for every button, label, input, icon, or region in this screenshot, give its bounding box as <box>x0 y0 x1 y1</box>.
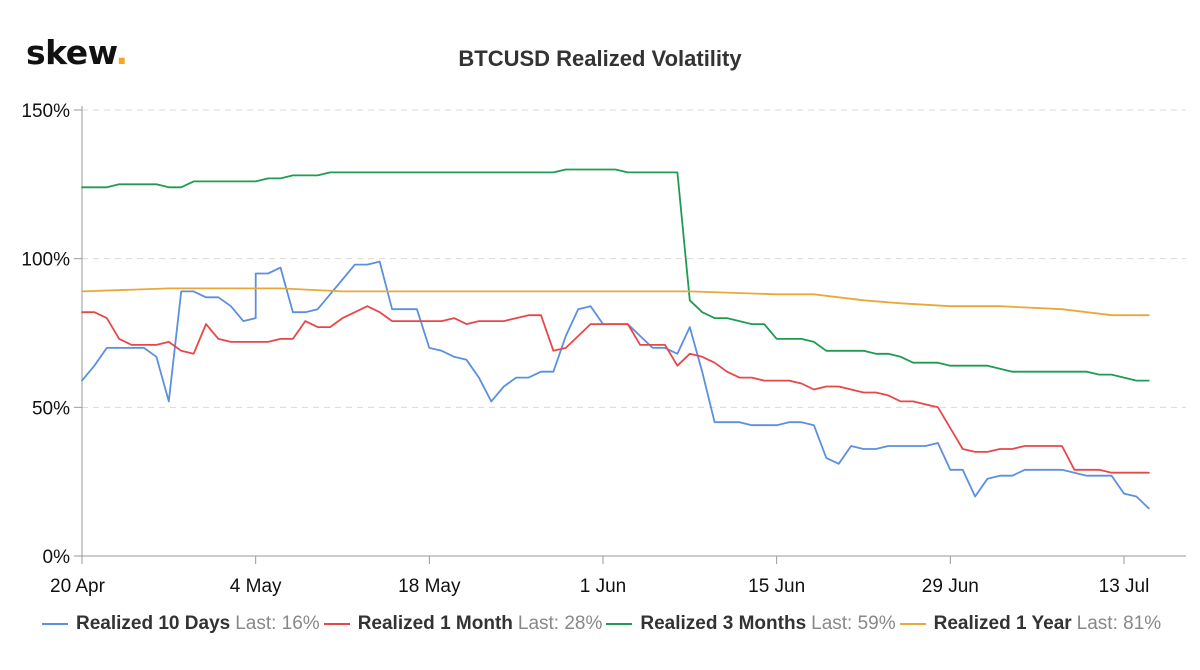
grid-layer <box>82 109 1186 408</box>
y-tick-label: 50% <box>32 398 70 419</box>
x-tick-label: 18 May <box>398 576 461 597</box>
series-layer <box>81 168 1150 510</box>
legend-item[interactable]: Realized 1 Month Last: 28% <box>323 613 607 635</box>
series-line-4 <box>81 287 1150 317</box>
x-tick-label: 1 Jun <box>580 576 626 597</box>
legend-swatch <box>899 623 926 625</box>
x-tick-label: 15 Jun <box>748 576 805 597</box>
axis-layer: 0% 50% 100% 150% 20 Apr 4 May 18 May 1 Jun 15 Ju… <box>21 101 1186 597</box>
y-tick-label: 0% <box>43 547 71 568</box>
legend-last-value: Last: 28% <box>517 613 603 634</box>
legend-series-name: Realized 1 Year <box>933 613 1072 634</box>
legend-swatch <box>606 623 633 625</box>
series-line-1 <box>81 260 1150 510</box>
x-tick-label: 29 Jun <box>922 576 979 597</box>
logo-text: skew <box>26 33 116 72</box>
legend-last-value: Last: 81% <box>1076 613 1162 634</box>
x-tick-label: 20 Apr <box>50 576 106 597</box>
legend-item[interactable]: Realized 10 Days Last: 16% <box>42 613 324 635</box>
skew-logo: skew. <box>26 36 128 69</box>
x-tick-label: 4 May <box>230 576 282 597</box>
legend-item[interactable]: Realized 3 Months Last: 59% <box>606 613 899 635</box>
legend-last-value: Last: 16% <box>235 613 320 634</box>
legend-swatch <box>323 623 350 625</box>
legend-swatch <box>42 623 68 625</box>
logo-dot: . <box>115 33 128 72</box>
chart-title: BTCUSD Realized Volatility <box>458 46 742 71</box>
legend-last-value: Last: 59% <box>811 613 896 634</box>
legend-series-name: Realized 3 Months <box>640 613 807 634</box>
legend-series-name: Realized 10 Days <box>76 613 231 634</box>
legend-item[interactable]: Realized 1 Year Last: 81% <box>899 613 1166 635</box>
legend: Realized 10 Days Last: 16% Realized 1 Mont… <box>42 611 1165 637</box>
legend-series-name: Realized 1 Month <box>357 613 513 634</box>
series-line-2 <box>81 305 1150 474</box>
y-tick-label: 150% <box>21 101 70 122</box>
y-tick-label: 100% <box>21 250 70 271</box>
x-tick-label: 13 Jul <box>1099 576 1150 597</box>
series-line-3 <box>81 168 1150 382</box>
